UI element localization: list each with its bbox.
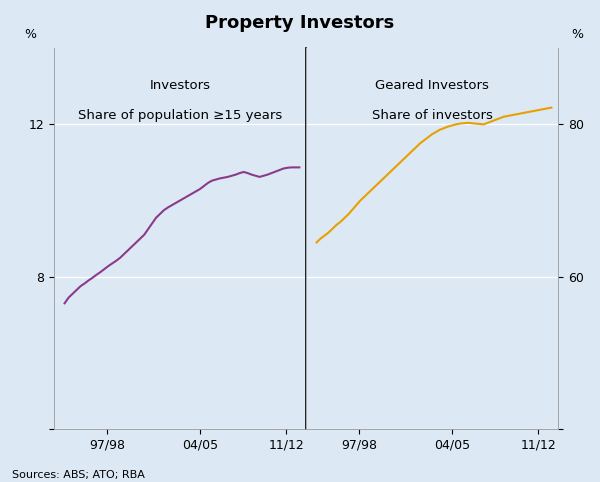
Text: Property Investors: Property Investors xyxy=(205,14,395,32)
Text: Share of population ≥15 years: Share of population ≥15 years xyxy=(78,109,282,122)
Text: %: % xyxy=(571,27,583,40)
Text: Sources: ABS; ATO; RBA: Sources: ABS; ATO; RBA xyxy=(12,469,145,480)
Text: Investors: Investors xyxy=(149,79,211,92)
Text: %: % xyxy=(24,27,36,40)
Text: Share of investors: Share of investors xyxy=(371,109,493,122)
Text: Geared Investors: Geared Investors xyxy=(375,79,489,92)
